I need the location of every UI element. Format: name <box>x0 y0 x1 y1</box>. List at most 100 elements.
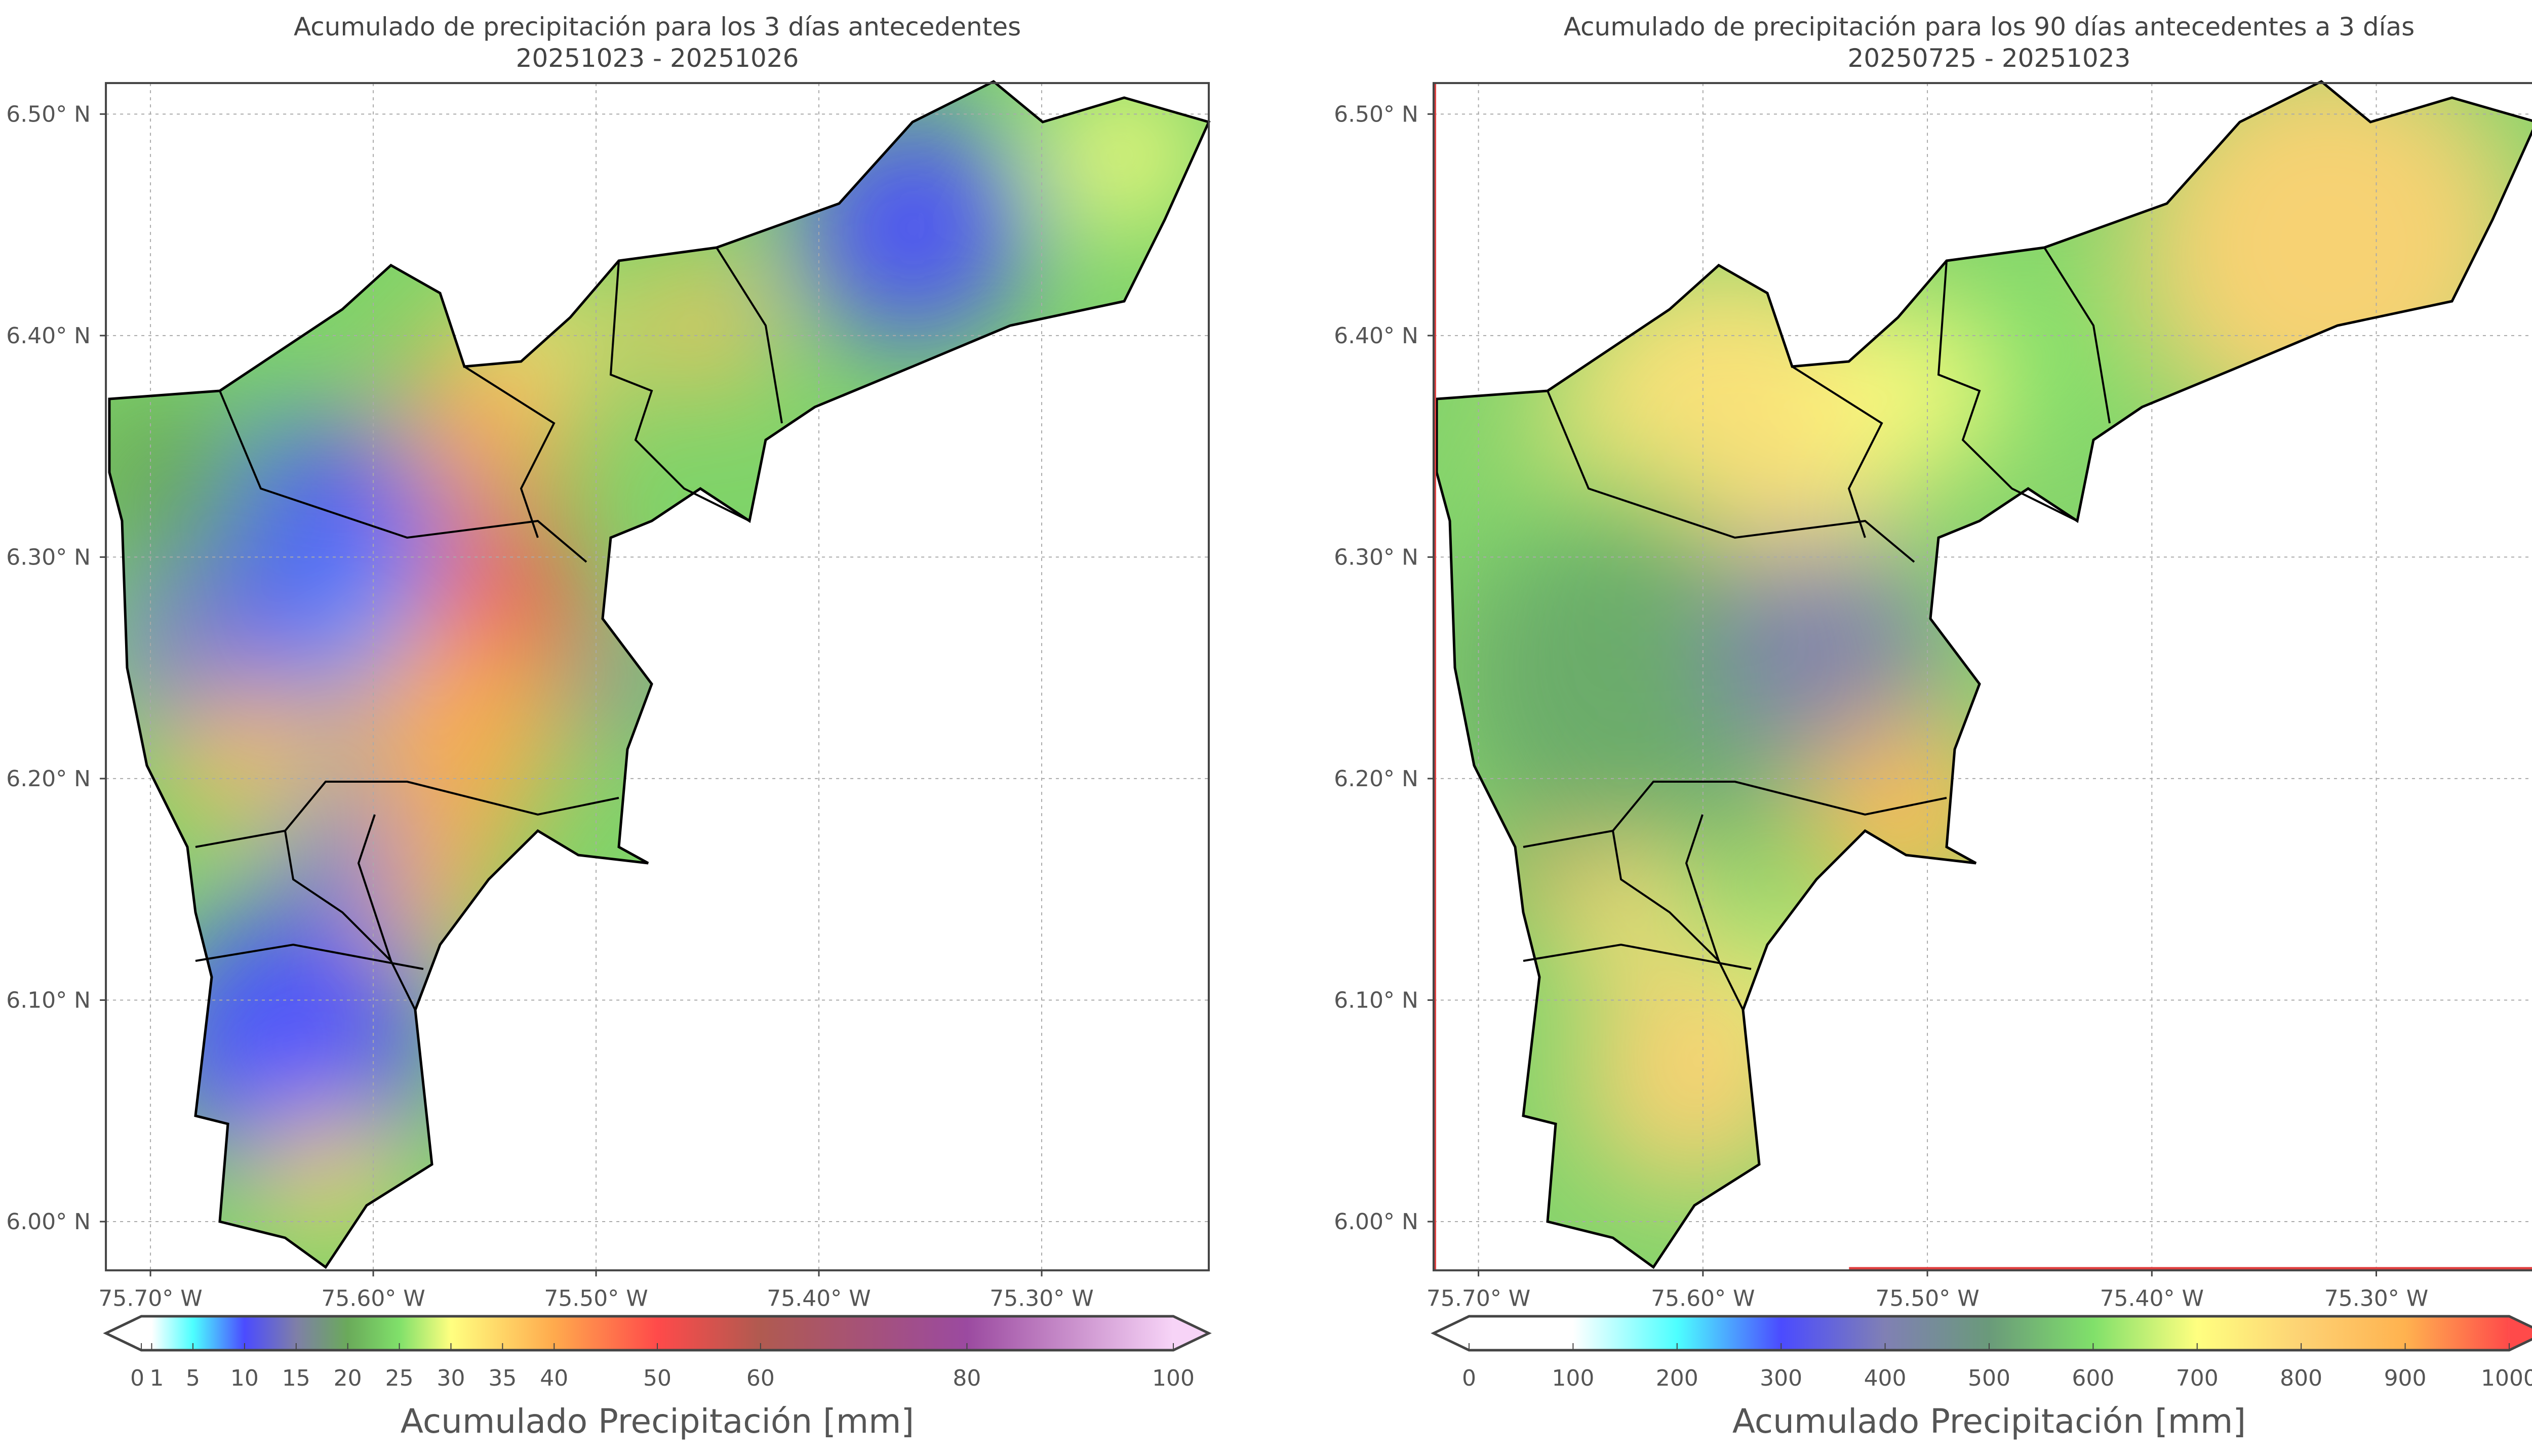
colorbar-extend-max <box>1173 1316 1209 1350</box>
panel-90-day: Acumulado de precipitación para los 90 d… <box>1334 12 2532 1441</box>
chart-title: Acumulado de precipitación para los 90 d… <box>1564 12 2415 42</box>
x-tick-label: 75.70° W <box>1427 1285 1530 1311</box>
colorbar-tick-label: 80 <box>953 1365 981 1391</box>
x-tick-label: 75.50° W <box>544 1285 648 1311</box>
field-blob <box>109 578 253 725</box>
subbasin-boundary <box>219 390 587 563</box>
subbasin-boundary <box>1791 366 1883 538</box>
field-blob <box>1564 846 1694 978</box>
field-blob <box>1808 716 2004 912</box>
x-tick-label: 75.60° W <box>321 1285 425 1311</box>
colorbar-tick-label: 20 <box>334 1365 362 1391</box>
colorbar-tick-label: 15 <box>282 1365 310 1391</box>
y-tick-label: 6.10° N <box>1334 987 1418 1013</box>
colorbar-tick-label: 500 <box>1968 1365 2010 1391</box>
panel-3-day: Acumulado de precipitación para los 3 dí… <box>6 12 1212 1441</box>
colorbar-tick-label: 25 <box>385 1365 414 1391</box>
colorbar-tick-label: 50 <box>643 1365 671 1391</box>
basin-outline <box>1435 80 2532 1269</box>
colorbar-extend-min <box>1433 1316 1469 1350</box>
field-blob <box>260 1107 391 1238</box>
x-tick-label: 75.70° W <box>98 1285 202 1311</box>
y-tick-label: 6.00° N <box>1334 1209 1418 1235</box>
y-tick-label: 6.20° N <box>6 766 91 792</box>
colorbar-extend-min <box>106 1316 142 1350</box>
colorbar-label: Acumulado Precipitación [mm] <box>401 1402 914 1441</box>
subbasin-boundary <box>284 830 416 1010</box>
colorbar-label: Acumulado Precipitación [mm] <box>1732 1402 2246 1441</box>
subbasin-boundary <box>2043 247 2111 424</box>
colorbar-tick-label: 200 <box>1656 1365 1698 1391</box>
subbasin-boundary <box>1685 814 1720 961</box>
field-blob <box>1050 82 1198 228</box>
x-tick-label: 75.60° W <box>1651 1285 1755 1311</box>
field-blob <box>293 798 391 896</box>
precipitation-field <box>109 82 1209 1267</box>
field-blob <box>1450 505 1808 864</box>
field-blob <box>586 635 685 733</box>
colorbar-tick-label: 900 <box>2384 1365 2427 1391</box>
subbasin-boundary <box>1612 830 1744 1010</box>
colorbar-tick-label: 600 <box>2072 1365 2114 1391</box>
colorbar: 0 100 200 300 400 500 600 700 800 900 1000 Acumulad… <box>1431 1315 2532 1441</box>
x-tick-label: 75.40° W <box>767 1285 871 1311</box>
x-tick-label: 75.40° W <box>2100 1285 2204 1311</box>
colorbar-tick-label: 30 <box>437 1365 465 1391</box>
field-blob <box>1743 928 1841 1026</box>
field-blob <box>154 904 432 1181</box>
colorbar-tick-label: 300 <box>1760 1365 1802 1391</box>
y-tick-label: 6.00° N <box>6 1209 91 1235</box>
subbasin-boundary <box>609 260 750 522</box>
field-blob <box>1580 961 1808 1189</box>
precipitation-field <box>1437 82 2532 1267</box>
chart-subtitle: 20251023 - 20251026 <box>516 44 799 73</box>
colorbar-tick-label: 35 <box>488 1365 517 1391</box>
subbasin-boundary <box>1937 260 2078 522</box>
colorbar-tick-label: 1 <box>149 1365 164 1391</box>
field-blob <box>1710 537 1939 765</box>
colorbar-tick-label: 10 <box>230 1365 259 1391</box>
field-blob <box>2134 82 2525 440</box>
colorbar-tick-label: 60 <box>746 1365 775 1391</box>
colorbar-tick-label: 800 <box>2280 1365 2322 1391</box>
y-tick-label: 6.10° N <box>6 987 91 1013</box>
colorbar-tick-label: 0 <box>130 1365 144 1391</box>
subbasin-boundary <box>1547 390 1915 563</box>
colorbar-tick-label: 400 <box>1864 1365 1907 1391</box>
chart-subtitle: 20250725 - 20251023 <box>1848 44 2131 73</box>
basin-outline <box>108 80 1211 1269</box>
field-blob <box>798 114 1026 342</box>
colorbar-tick-label: 0 <box>1462 1365 1476 1391</box>
field-blob <box>1825 309 1988 472</box>
field-blob <box>472 276 603 408</box>
subbasin-boundary <box>1523 781 1947 848</box>
x-tick-label: 75.30° W <box>2324 1285 2428 1311</box>
y-tick-label: 6.40° N <box>1334 323 1418 349</box>
y-tick-label: 6.50° N <box>6 101 91 127</box>
field-blob <box>350 627 562 839</box>
axes-frame <box>105 82 1210 1272</box>
colorbar-tick-label: 1000 <box>2481 1365 2532 1391</box>
colorbar-tick-label: 100 <box>1552 1365 1594 1391</box>
subbasin-boundary <box>195 781 619 848</box>
chart-title: Acumulado de precipitación para los 3 dí… <box>294 12 1021 42</box>
subbasin-boundary <box>357 814 392 961</box>
subbasin-boundary <box>716 247 783 424</box>
field-blob <box>635 260 766 391</box>
subbasin-boundary <box>463 366 556 538</box>
field-blob <box>1510 858 1569 917</box>
subbasin-boundary <box>195 943 424 970</box>
colorbar-tick-label: 5 <box>186 1365 200 1391</box>
y-tick-label: 6.30° N <box>6 544 91 570</box>
y-tick-label: 6.40° N <box>6 323 91 349</box>
colorbar-tick-label: 700 <box>2176 1365 2219 1391</box>
y-tick-label: 6.50° N <box>1334 101 1418 127</box>
y-tick-label: 6.30° N <box>1334 544 1418 570</box>
x-tick-label: 75.50° W <box>1875 1285 1979 1311</box>
colorbar-tick-label: 40 <box>540 1365 568 1391</box>
y-tick-label: 6.20° N <box>1334 766 1418 792</box>
x-tick-label: 75.30° W <box>990 1285 1093 1311</box>
colorbar-tick-label: 100 <box>1152 1365 1195 1391</box>
